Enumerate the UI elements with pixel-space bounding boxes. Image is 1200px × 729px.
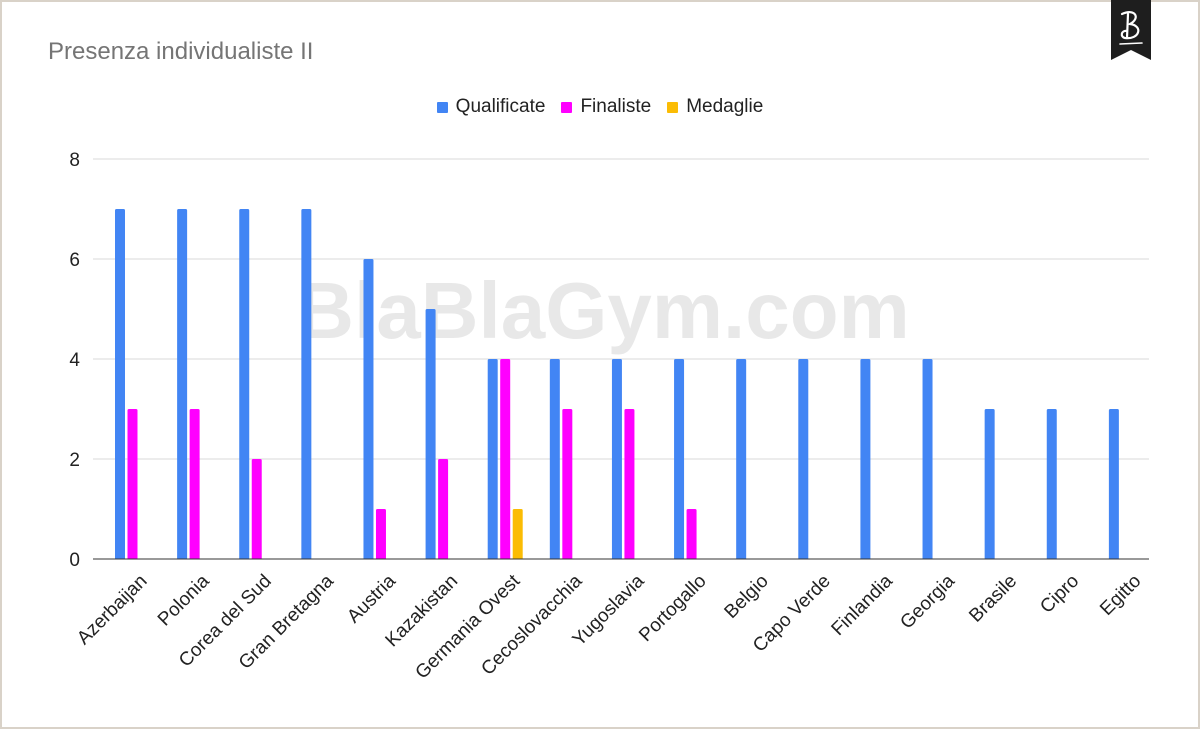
legend-item-finaliste: Finaliste [561,96,651,118]
bar-medaglie [512,509,523,559]
y-tick-label: 6 [69,250,80,271]
bar-qualificate [674,359,685,559]
legend-label: Qualificate [455,96,546,117]
x-tick-label: Cipro [1036,571,1083,618]
bar-qualificate [549,359,560,559]
bar-qualificate [984,409,995,559]
x-tick-label: Germania Ovest [412,570,525,683]
legend-swatch [436,101,448,113]
legend-swatch [667,101,679,113]
blablagym-logo-icon [1111,0,1151,60]
bar-finaliste [251,459,262,559]
x-tick-label: Polonia [154,570,214,630]
y-tick-label: 8 [69,150,80,171]
y-tick-label: 4 [69,350,80,371]
x-tick-label: Finlandia [828,570,898,640]
bar-qualificate [611,359,622,559]
bar-finaliste [624,409,635,559]
bar-finaliste [562,409,573,559]
x-tick-label: Azerbaijan [73,571,151,649]
y-tick-label: 0 [69,550,80,571]
x-tick-label: Austria [343,570,400,627]
y-tick-label: 2 [69,450,80,471]
bar-qualificate [798,359,809,559]
bar-qualificate [736,359,747,559]
bar-qualificate [922,359,933,559]
bar-qualificate [177,209,188,559]
bar-qualificate [425,309,436,559]
bar-qualificate [363,259,374,559]
bar-qualificate [115,209,125,559]
bar-finaliste [189,409,200,559]
bar-qualificate [1046,409,1057,559]
bar-finaliste [438,459,449,559]
legend-item-qualificate: Qualificate [436,96,546,118]
watermark-text: BlaBlaGym.com [296,266,910,355]
chart-legend: Qualificate Finaliste Medaglie [0,96,1200,118]
bar-qualificate [487,359,498,559]
x-tick-label: Brasile [965,571,1021,627]
chart-title: Presenza individualiste II [48,38,314,65]
bar-qualificate [860,359,871,559]
legend-item-medaglie: Medaglie [667,96,763,118]
bar-finaliste [500,359,511,559]
bar-qualificate [239,209,250,559]
bar-finaliste [686,509,697,559]
bar-qualificate [301,209,312,559]
x-tick-label: Portogallo [635,571,710,646]
legend-label: Medaglie [686,96,764,117]
bar-finaliste [127,409,138,559]
x-tick-label: Egitto [1096,571,1145,620]
legend-swatch [561,101,573,113]
bar-finaliste [375,509,386,559]
legend-label: Finaliste [580,96,652,117]
bar-qualificate [1108,409,1119,559]
x-tick-label: Belgio [721,571,773,623]
x-tick-label: Georgia [896,570,959,633]
